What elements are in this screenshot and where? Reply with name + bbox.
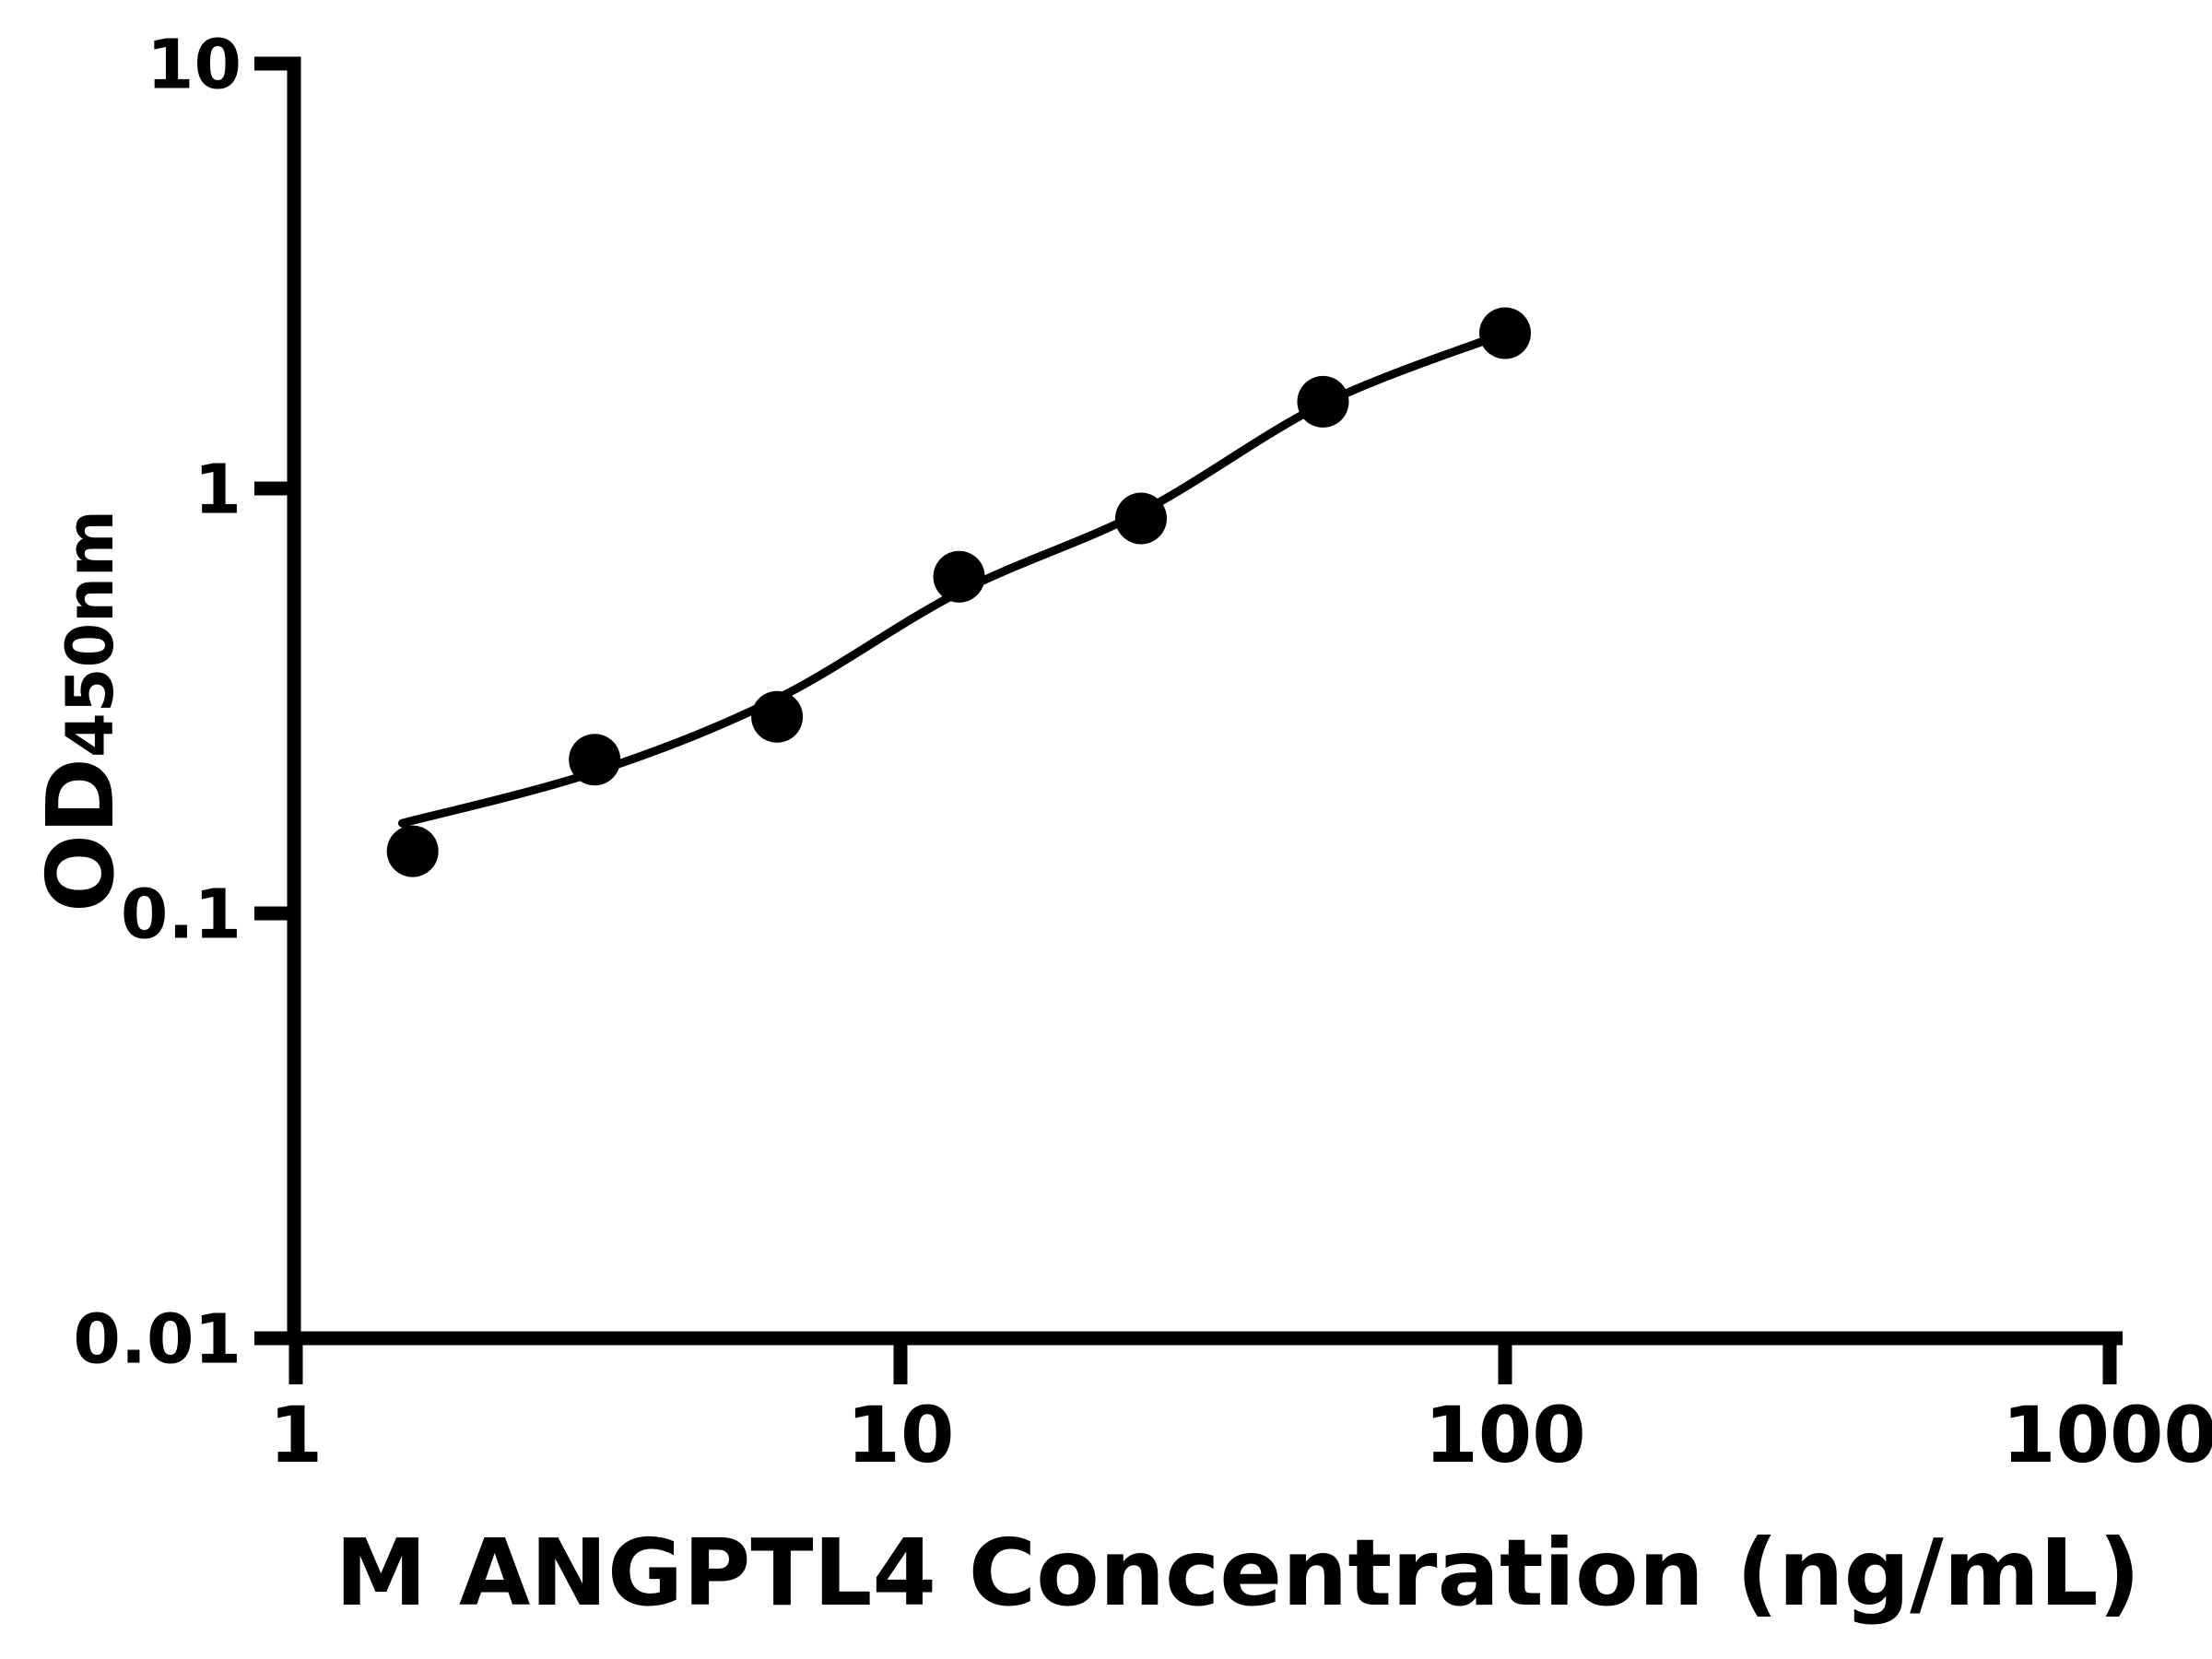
data-points-group — [386, 307, 1531, 877]
x-tick-label: 10 — [847, 1390, 955, 1480]
y-tick-label: 1 — [194, 451, 242, 530]
y-tick-label: 0.01 — [73, 1300, 241, 1380]
x-tick-label: 1 — [269, 1390, 323, 1480]
x-axis-ticks — [288, 1338, 2117, 1384]
y-axis-tick-labels: 10 1 0.1 0.01 — [73, 26, 241, 1380]
data-point — [1115, 492, 1167, 545]
data-point — [1479, 307, 1531, 359]
x-tick-label: 100 — [1424, 1390, 1585, 1480]
y-tick-label: 10 — [147, 26, 241, 105]
x-tick-label: 1000 — [2002, 1390, 2212, 1480]
data-point — [933, 550, 985, 603]
data-point — [751, 690, 804, 743]
data-point — [569, 734, 621, 786]
x-axis-title: M ANGPTL4 Concentration (ng/mL) — [335, 1519, 2141, 1627]
data-point — [1297, 375, 1349, 428]
y-tick-label: 0.1 — [121, 876, 241, 955]
x-axis-tick-labels: 1 10 100 1000 — [269, 1390, 2212, 1480]
y-axis-title-main: OD — [27, 758, 135, 912]
y-axis-title-subscript: 450nm — [53, 510, 128, 758]
data-point — [386, 825, 439, 877]
y-axis-title: OD450nm — [27, 510, 135, 912]
y-axis-ticks — [254, 56, 294, 1346]
